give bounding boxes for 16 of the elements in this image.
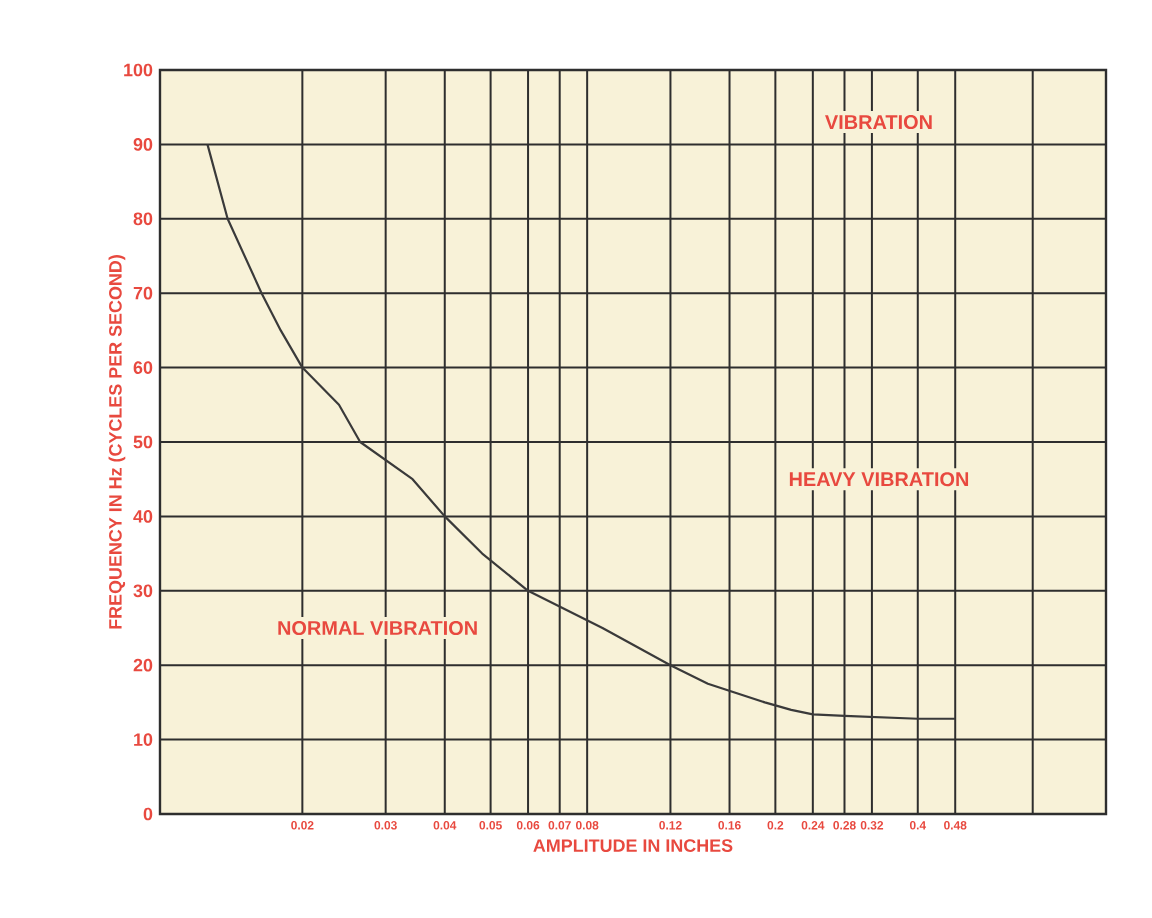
- y-tick-label: 30: [133, 584, 153, 598]
- annotation: NORMAL VIBRATION: [278, 620, 477, 636]
- annotation: HEAVY VIBRATION: [789, 472, 969, 487]
- y-tick-label: 90: [133, 138, 153, 151]
- y-tick-label: 0: [143, 807, 153, 821]
- y-tick-label: 50: [133, 435, 153, 449]
- y-tick-label: 20: [133, 658, 153, 672]
- y-axis-title: FREQUENCY IN Hz (CYCLES PER SECOND): [108, 255, 126, 629]
- y-tick-label: 60: [133, 361, 153, 374]
- y-tick-label: 100: [124, 63, 153, 77]
- y-tick-label: 80: [133, 212, 153, 226]
- y-tick-label: 10: [134, 733, 153, 746]
- y-tick-label: 70: [133, 286, 153, 300]
- annotation: VIBRATION: [825, 115, 932, 130]
- x-axis-title: AMPLITUDE IN INCHES: [533, 839, 733, 852]
- y-tick-label: 40: [133, 510, 153, 523]
